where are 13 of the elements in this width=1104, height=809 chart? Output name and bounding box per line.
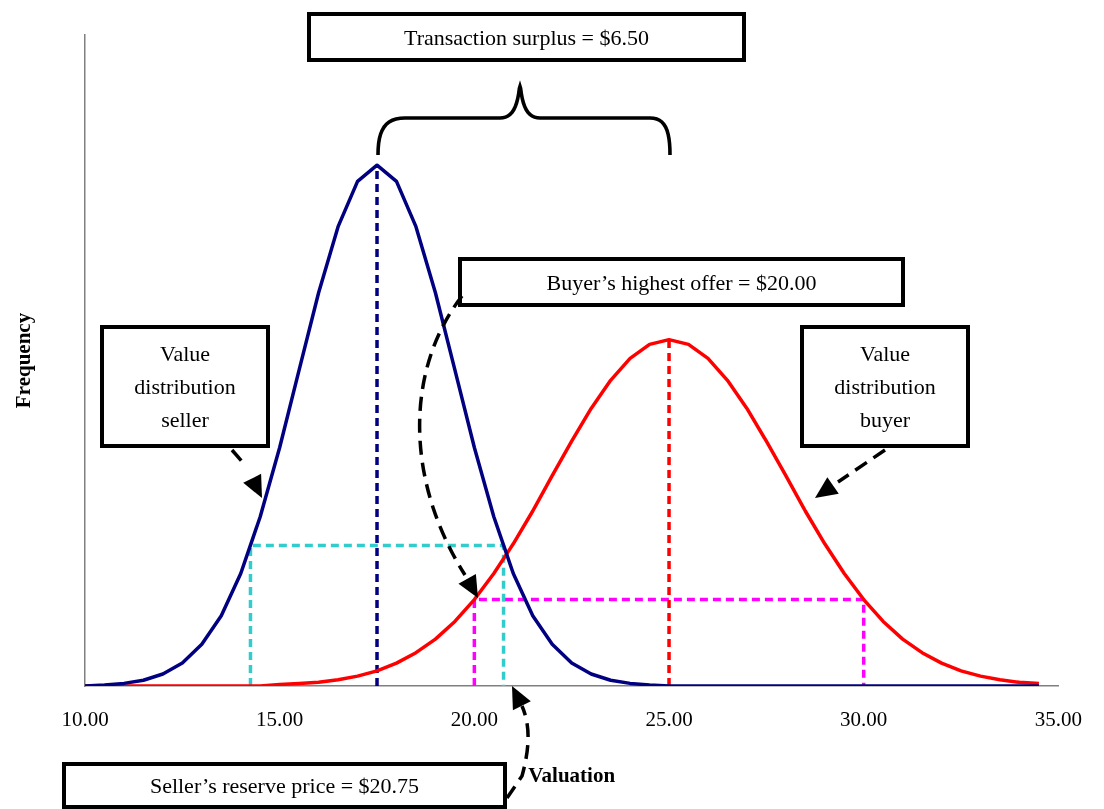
x-tick-label: 25.00 (645, 707, 693, 732)
x-tick-label: 20.00 (450, 707, 498, 732)
x-tick-label: 35.00 (1034, 707, 1082, 732)
x-axis-title: Valuation (528, 762, 616, 787)
x-tick-label: 15.00 (256, 707, 304, 732)
annotation: Value distribution buyer (800, 325, 970, 448)
annotation: Value distribution seller (100, 325, 270, 448)
text: Transaction surplus = $6.50 (307, 12, 746, 62)
text: Seller’s reserve price = $20.75 (62, 762, 507, 809)
annotation: Buyer’s highest offer = $20.00 (458, 257, 905, 307)
x-tick-label: 10.00 (61, 707, 109, 732)
x-tick-label: 30.00 (840, 707, 888, 732)
y-axis-title: Frequency (11, 312, 36, 409)
